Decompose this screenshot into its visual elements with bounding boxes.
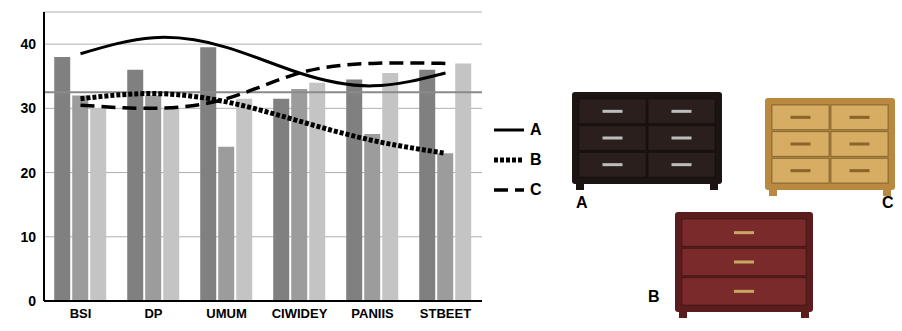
svg-text:C: C bbox=[882, 194, 894, 211]
svg-text:A: A bbox=[576, 194, 588, 211]
svg-text:UMUM: UMUM bbox=[206, 306, 246, 321]
svg-text:40: 40 bbox=[20, 36, 36, 52]
svg-text:CIWIDEY: CIWIDEY bbox=[272, 306, 328, 321]
svg-text:DP: DP bbox=[144, 306, 162, 321]
svg-text:30: 30 bbox=[20, 100, 36, 116]
svg-text:10: 10 bbox=[20, 229, 36, 245]
html-text:C: C bbox=[530, 180, 542, 198]
html-text:A: A bbox=[530, 120, 542, 138]
html-text:B: B bbox=[530, 150, 542, 168]
svg-text:0: 0 bbox=[28, 293, 36, 309]
svg-text:B: B bbox=[648, 288, 660, 305]
svg-text:STBEET: STBEET bbox=[420, 306, 471, 321]
svg-text:BSI: BSI bbox=[70, 306, 92, 321]
svg-text:PANIIS: PANIIS bbox=[351, 306, 394, 321]
svg-text:20: 20 bbox=[20, 165, 36, 181]
